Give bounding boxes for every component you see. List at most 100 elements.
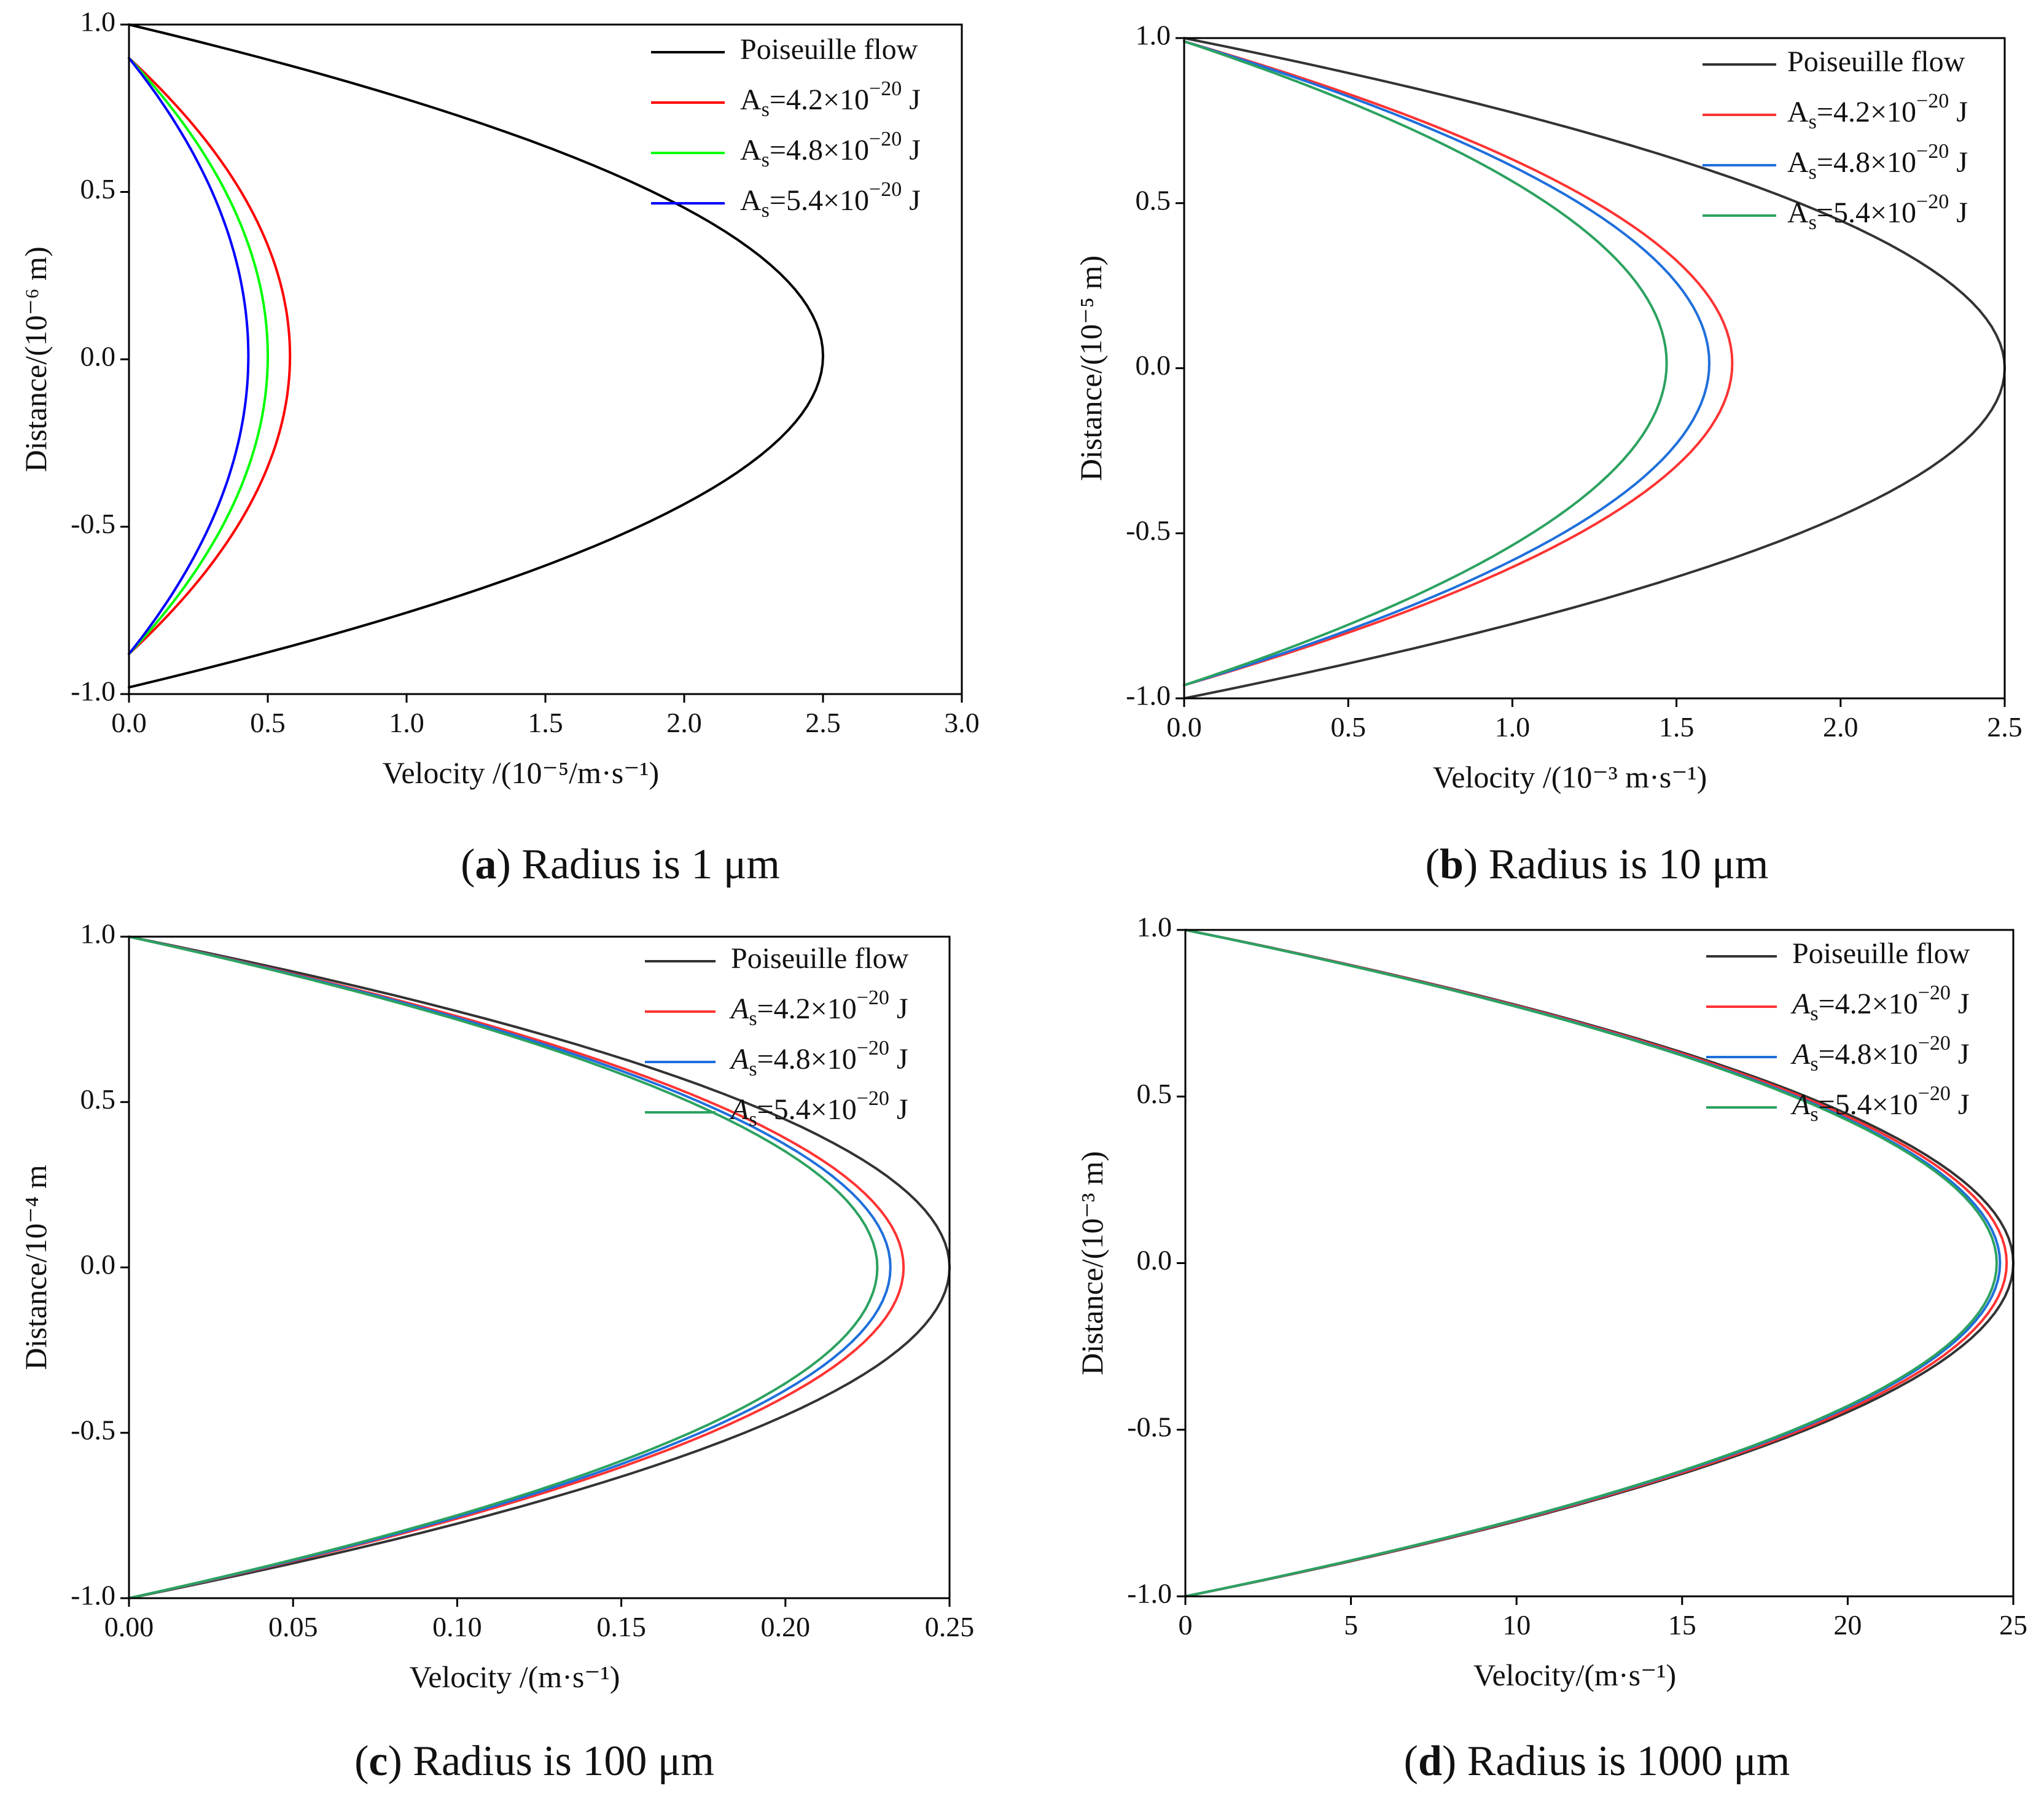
- x-tick-label: 2.5: [1987, 711, 2023, 743]
- panel-a: 0.0 0.5 1.0 1.5 2.0 2.5 3.0 -1.0 -0.5 0.0 0.5 1.0 Ve…: [18, 6, 980, 888]
- series-line-1: [128, 57, 292, 655]
- series-line-3: [128, 57, 250, 655]
- series-lines: [1183, 37, 2006, 700]
- x-axis-label: Velocity /(m·s⁻¹): [410, 1660, 620, 1694]
- legend-label: As=4.2×10−20 J: [1790, 982, 1970, 1025]
- y-tick-label: 0.5: [80, 1083, 116, 1115]
- y-tick-label: 1.0: [80, 918, 116, 950]
- x-tick-label: 0.25: [925, 1611, 975, 1642]
- y-tick-label: 1.0: [1136, 20, 1171, 51]
- x-tick-label: 5: [1344, 1609, 1358, 1641]
- y-tick-label: -1.0: [1127, 1578, 1172, 1609]
- series-line-0: [128, 935, 951, 1599]
- y-axis-label: Distance/10⁻⁴ m: [18, 1165, 53, 1370]
- series-line-2: [1184, 929, 2002, 1598]
- series-line-3: [128, 935, 879, 1599]
- x-axis-label: Velocity/(m·s⁻¹): [1473, 1658, 1676, 1692]
- panel-caption: (c) Radius is 100 μm: [354, 1738, 714, 1785]
- y-tick-label: 0.0: [1136, 349, 1171, 381]
- x-tick-label: 2.0: [1823, 711, 1859, 743]
- x-tick-label: 1.0: [389, 707, 424, 738]
- x-tick-label: 0.00: [104, 1611, 154, 1642]
- panel-caption: (d) Radius is 1000 μm: [1404, 1738, 1790, 1785]
- y-tick-label: -0.5: [1127, 1411, 1172, 1442]
- legend-label: As=4.8×10−20 J: [729, 1037, 908, 1080]
- x-tick-label: 0.0: [111, 707, 147, 738]
- y-tick-label: 0.5: [80, 173, 116, 205]
- y-tick-label: -0.5: [71, 1414, 115, 1445]
- x-tick-label: 1.5: [528, 707, 563, 738]
- panel-b: 0.0 0.5 1.0 1.5 2.0 2.5 -1.0 -0.5 0.0 0.5 1.0 Veloc…: [1074, 20, 2023, 888]
- x-tick-label: 2.0: [666, 707, 702, 738]
- y-tick-label: 1.0: [1137, 911, 1172, 943]
- plot-frame: [128, 23, 963, 695]
- legend-label: As=4.8×10−20 J: [1787, 140, 1968, 184]
- legend: Poiseuille flow As=4.2×10−20 J As=4.8×10−2…: [645, 942, 909, 1131]
- plot-frame: [1183, 37, 2006, 700]
- legend-label: As=5.4×10−20 J: [1790, 1082, 1970, 1126]
- y-tick-label: 0.5: [1136, 184, 1171, 216]
- series-line-1: [1183, 40, 1734, 687]
- plot-frame: [128, 935, 951, 1599]
- series-line-3: [1184, 929, 1998, 1598]
- x-tick-label: 0.10: [432, 1611, 482, 1642]
- y-tick-label: -1.0: [71, 676, 115, 707]
- y-axis-label: Distance/(10⁻⁵ m): [1074, 256, 1108, 481]
- panel-c: 0.00 0.05 0.10 0.15 0.20 0.25 -1.0 -0.5 0.0 0.5 1.…: [18, 918, 974, 1785]
- series-lines: [128, 23, 824, 689]
- legend-label: As=4.8×10−20 J: [1790, 1032, 1970, 1075]
- panel-caption: (a) Radius is 1 μm: [461, 841, 780, 888]
- legend-label: As=5.4×10−20 J: [1787, 190, 1968, 234]
- series-line-2: [128, 57, 269, 655]
- series-line-0: [128, 23, 824, 689]
- x-tick-label: 0.5: [1330, 711, 1366, 743]
- x-tick-label: 10: [1502, 1609, 1531, 1641]
- series-line-1: [128, 935, 905, 1599]
- x-tick-label: 15: [1668, 1609, 1696, 1641]
- legend-label: As=5.4×10−20 J: [740, 178, 921, 222]
- x-tick-label: 1.0: [1495, 711, 1531, 743]
- legend: Poiseuille flow As=4.2×10−20 J As=4.8×10−2…: [1706, 937, 1970, 1126]
- y-axis-label: Distance/(10⁻³ m): [1075, 1151, 1109, 1375]
- y-tick-label: -0.5: [1126, 515, 1171, 546]
- series-line-0: [1183, 37, 2006, 700]
- x-tick-label: 0.20: [761, 1611, 811, 1642]
- x-tick-label: 0.15: [596, 1611, 646, 1642]
- series-line-3: [1183, 40, 1668, 687]
- series-line-2: [128, 935, 892, 1599]
- series-lines: [128, 935, 951, 1599]
- x-axis-label: Velocity /(10⁻³ m·s⁻¹): [1433, 760, 1707, 794]
- y-tick-label: -0.5: [71, 508, 115, 539]
- y-tick-label: 1.0: [80, 6, 116, 37]
- legend-label: Poiseuille flow: [740, 33, 918, 66]
- y-tick-label: -1.0: [71, 1580, 115, 1611]
- legend-label: Poiseuille flow: [1792, 937, 1970, 970]
- x-tick-label: 0: [1179, 1609, 1193, 1641]
- panel-caption: (b) Radius is 10 μm: [1426, 841, 1769, 888]
- legend-label: As=5.4×10−20 J: [729, 1087, 908, 1131]
- y-tick-label: -1.0: [1126, 680, 1171, 711]
- x-tick-label: 20: [1833, 1609, 1862, 1641]
- panel-d: 0 5 10 15 20 25 -1.0 -0.5 0.0 0.5 1.0 Velocity/(m·s…: [1075, 911, 2027, 1785]
- y-tick-label: 0.0: [80, 341, 116, 372]
- legend-label: As=4.2×10−20 J: [729, 986, 908, 1030]
- x-tick-label: 1.5: [1659, 711, 1695, 743]
- legend-label: As=4.2×10−20 J: [740, 77, 921, 121]
- series-line-2: [1183, 40, 1710, 687]
- x-tick-label: 2.5: [805, 707, 841, 738]
- series-lines: [1184, 929, 2015, 1598]
- y-axis-label: Distance/(10⁻⁶ m): [18, 246, 53, 472]
- x-tick-label: 3.0: [944, 707, 980, 738]
- x-tick-label: 0.5: [250, 707, 286, 738]
- legend-label: As=4.2×10−20 J: [1787, 90, 1968, 133]
- legend: Poiseuille flow As=4.2×10−20 J As=4.8×10−2…: [651, 33, 921, 222]
- x-axis-label: Velocity /(10⁻⁵/m·s⁻¹): [383, 755, 659, 790]
- y-tick-label: 0.5: [1137, 1078, 1172, 1109]
- legend-label: As=4.8×10−20 J: [740, 128, 921, 171]
- x-tick-label: 0.0: [1166, 711, 1202, 743]
- x-tick-label: 0.05: [268, 1611, 318, 1642]
- x-tick-label: 25: [1999, 1609, 2027, 1641]
- legend-label: Poiseuille flow: [1787, 45, 1965, 78]
- y-tick-label: 0.0: [1137, 1244, 1172, 1276]
- legend: Poiseuille flow As=4.2×10−20 J As=4.8×10−2…: [1703, 45, 1968, 234]
